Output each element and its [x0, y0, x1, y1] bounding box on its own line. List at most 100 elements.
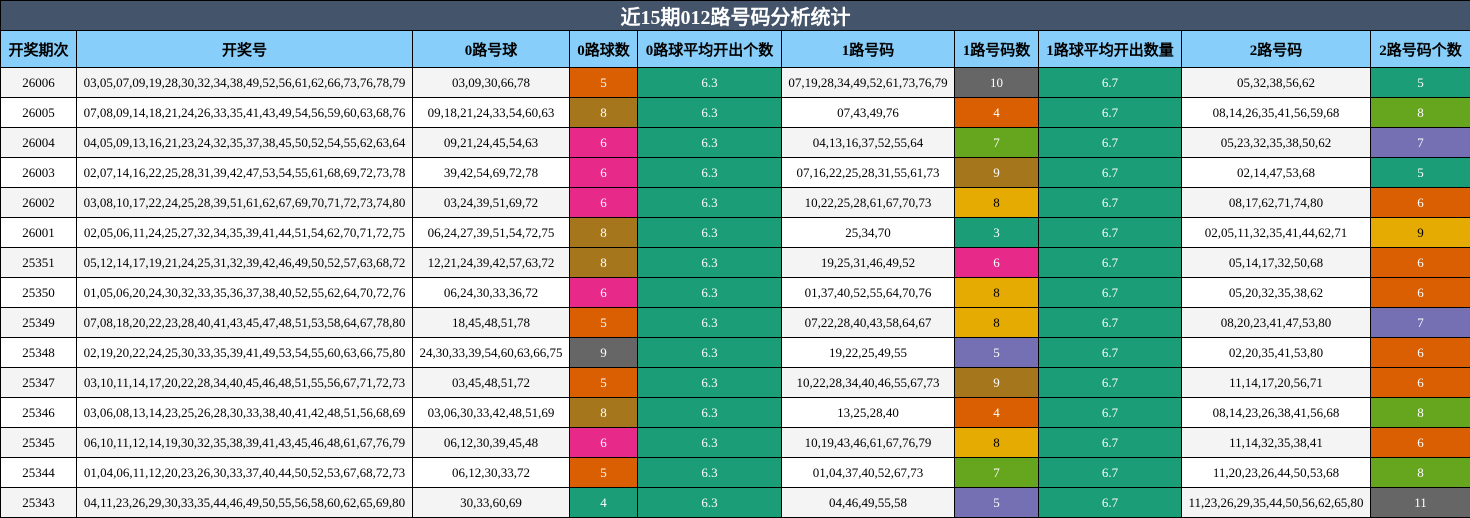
cell-one-avg: 6.7 [1039, 68, 1182, 98]
cell-zero-count: 5 [570, 68, 638, 98]
cell-two: 08,14,23,26,38,41,56,68 [1182, 398, 1371, 428]
cell-numbers: 01,05,06,20,24,30,32,33,35,36,37,38,40,5… [77, 278, 413, 308]
cell-two: 11,14,17,20,56,71 [1182, 368, 1371, 398]
cell-two-count: 6 [1371, 428, 1470, 458]
cell-two: 08,17,62,71,74,80 [1182, 188, 1371, 218]
cell-two: 05,14,17,32,50,68 [1182, 248, 1371, 278]
cell-two-count: 6 [1371, 338, 1470, 368]
cell-one-avg: 6.7 [1039, 248, 1182, 278]
cell-one: 07,22,28,40,43,58,64,67 [782, 308, 955, 338]
cell-numbers: 02,19,20,22,24,25,30,33,35,39,41,49,53,5… [77, 338, 413, 368]
header-numbers: 开奖号 [77, 31, 413, 68]
cell-one-count: 8 [955, 188, 1039, 218]
header-two-count: 2路号码个数 [1371, 31, 1470, 68]
cell-zero: 18,45,48,51,78 [413, 308, 570, 338]
cell-zero-count: 5 [570, 458, 638, 488]
cell-zero-avg: 6.3 [638, 368, 782, 398]
cell-zero-count: 9 [570, 338, 638, 368]
cell-period: 25347 [1, 368, 77, 398]
cell-one-count: 6 [955, 248, 1039, 278]
header-one: 1路号码 [782, 31, 955, 68]
cell-one-avg: 6.7 [1039, 218, 1182, 248]
cell-zero-count: 6 [570, 158, 638, 188]
cell-zero: 06,24,30,33,36,72 [413, 278, 570, 308]
cell-two-count: 6 [1371, 188, 1470, 218]
cell-two: 08,20,23,41,47,53,80 [1182, 308, 1371, 338]
cell-two: 08,14,26,35,41,56,59,68 [1182, 98, 1371, 128]
header-one-avg: 1路球平均开出数量 [1039, 31, 1182, 68]
header-two: 2路号码 [1182, 31, 1371, 68]
cell-period: 26004 [1, 128, 77, 158]
cell-numbers: 04,11,23,26,29,30,33,35,44,46,49,50,55,5… [77, 488, 413, 518]
cell-zero-count: 6 [570, 128, 638, 158]
cell-zero-avg: 6.3 [638, 398, 782, 428]
cell-numbers: 03,05,07,09,19,28,30,32,34,38,49,52,56,6… [77, 68, 413, 98]
cell-two-count: 9 [1371, 218, 1470, 248]
cell-one: 01,37,40,52,55,64,70,76 [782, 278, 955, 308]
cell-zero-avg: 6.3 [638, 218, 782, 248]
cell-numbers: 07,08,18,20,22,23,28,40,41,43,45,47,48,5… [77, 308, 413, 338]
cell-zero-count: 6 [570, 428, 638, 458]
cell-zero: 12,21,24,39,42,57,63,72 [413, 248, 570, 278]
cell-period: 25343 [1, 488, 77, 518]
cell-one-avg: 6.7 [1039, 398, 1182, 428]
cell-period: 25345 [1, 428, 77, 458]
cell-numbers: 03,08,10,17,22,24,25,28,39,51,61,62,67,6… [77, 188, 413, 218]
cell-numbers: 02,05,06,11,24,25,27,32,34,35,39,41,44,5… [77, 218, 413, 248]
cell-zero-avg: 6.3 [638, 428, 782, 458]
cell-numbers: 01,04,06,11,12,20,23,26,30,33,37,40,44,5… [77, 458, 413, 488]
cell-zero-avg: 6.3 [638, 98, 782, 128]
cell-one: 19,22,25,49,55 [782, 338, 955, 368]
cell-numbers: 04,05,09,13,16,21,23,24,32,35,37,38,45,5… [77, 128, 413, 158]
cell-zero-avg: 6.3 [638, 158, 782, 188]
cell-two: 05,20,32,35,38,62 [1182, 278, 1371, 308]
cell-one-avg: 6.7 [1039, 428, 1182, 458]
cell-zero-count: 8 [570, 248, 638, 278]
cell-two: 05,23,32,35,38,50,62 [1182, 128, 1371, 158]
cell-one: 10,22,28,34,40,46,55,67,73 [782, 368, 955, 398]
cell-zero: 06,12,30,33,72 [413, 458, 570, 488]
cell-period: 25348 [1, 338, 77, 368]
cell-two-count: 8 [1371, 458, 1470, 488]
cell-one-avg: 6.7 [1039, 158, 1182, 188]
header-zero-count: 0路球数 [570, 31, 638, 68]
cell-one: 07,43,49,76 [782, 98, 955, 128]
cell-zero: 06,24,27,39,51,54,72,75 [413, 218, 570, 248]
cell-two: 02,14,47,53,68 [1182, 158, 1371, 188]
cell-one-avg: 6.7 [1039, 128, 1182, 158]
cell-period: 25351 [1, 248, 77, 278]
cell-zero-count: 8 [570, 398, 638, 428]
header-zero-avg: 0路球平均开出个数 [638, 31, 782, 68]
cell-two: 05,32,38,56,62 [1182, 68, 1371, 98]
cell-numbers: 06,10,11,12,14,19,30,32,35,38,39,41,43,4… [77, 428, 413, 458]
cell-zero-count: 8 [570, 218, 638, 248]
cell-zero-avg: 6.3 [638, 188, 782, 218]
cell-one: 19,25,31,46,49,52 [782, 248, 955, 278]
cell-zero: 03,45,48,51,72 [413, 368, 570, 398]
cell-one: 04,46,49,55,58 [782, 488, 955, 518]
cell-zero: 06,12,30,39,45,48 [413, 428, 570, 458]
cell-zero-count: 6 [570, 188, 638, 218]
cell-zero-avg: 6.3 [638, 458, 782, 488]
cell-two-count: 6 [1371, 248, 1470, 278]
cell-zero-avg: 6.3 [638, 68, 782, 98]
cell-two-count: 5 [1371, 158, 1470, 188]
cell-two-count: 11 [1371, 488, 1470, 518]
cell-period: 26006 [1, 68, 77, 98]
cell-zero-count: 5 [570, 308, 638, 338]
cell-zero: 30,33,60,69 [413, 488, 570, 518]
cell-one-count: 5 [955, 338, 1039, 368]
cell-one-count: 3 [955, 218, 1039, 248]
cell-period: 26005 [1, 98, 77, 128]
cell-period: 25349 [1, 308, 77, 338]
